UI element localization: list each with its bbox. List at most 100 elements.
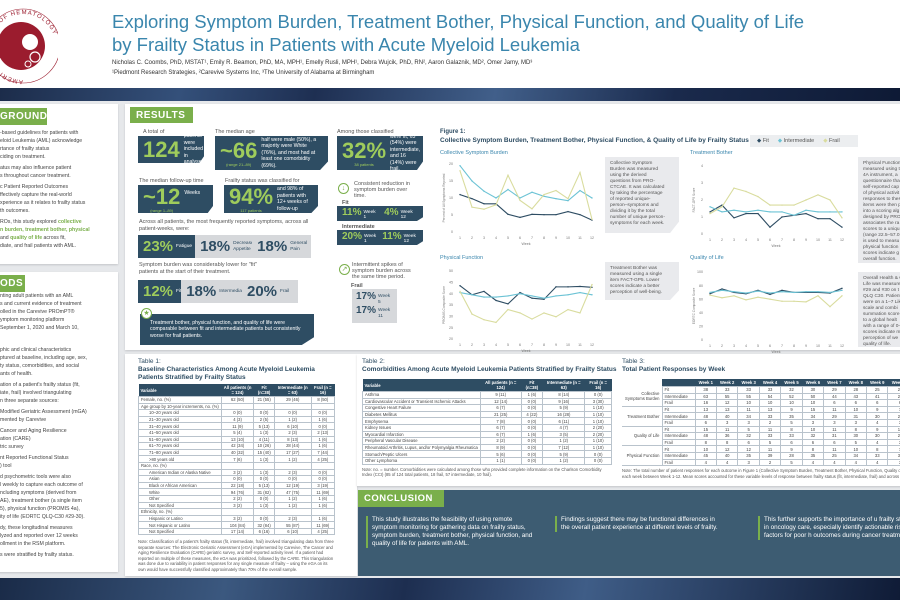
data-point-fit bbox=[781, 289, 783, 292]
table-row: Collective Symptoms Burden Fit 38 33 33 33 32 3… bbox=[622, 386, 900, 407]
status-label: Fit bbox=[661, 405, 696, 414]
classified-label: Among those classified bbox=[337, 129, 394, 135]
burden-bar: 12% Fit 18% Intermediate 20% Frail bbox=[138, 280, 298, 303]
data-point-frail bbox=[471, 313, 473, 315]
data-point-intermediate bbox=[507, 295, 509, 297]
cell: 1 (6) bbox=[520, 391, 544, 399]
cell: 6 (11) bbox=[542, 417, 586, 425]
note-line: measured using t bbox=[863, 167, 900, 172]
classified-text: were fit, 63 (54%) were intermediate, an… bbox=[390, 133, 421, 172]
row-label: 31–40 years old bbox=[138, 422, 222, 430]
cell: 4 (25) bbox=[310, 455, 336, 463]
legend-item: ◆ Intermediate bbox=[777, 138, 815, 144]
cell: 8 (9) bbox=[479, 443, 522, 452]
row-label: 71–80 years old bbox=[138, 448, 222, 457]
cell: 4 bbox=[866, 418, 889, 427]
table-row: 51–60 years old 13 (10) 4 (11) 8 (13) 1 (6) bbox=[138, 435, 336, 444]
table1-title: Baseline Characteristics Among Acute Mye… bbox=[138, 366, 315, 381]
week-label: Week 12 bbox=[400, 209, 413, 221]
row-label: Asian bbox=[138, 475, 222, 483]
data-point-fit bbox=[591, 286, 593, 289]
cell: 5 (13) bbox=[253, 422, 275, 430]
cell: 35 bbox=[737, 451, 760, 460]
x-tick-label: 1 bbox=[709, 344, 711, 348]
data-point-intermediate bbox=[829, 211, 831, 213]
cell: 9 (16) bbox=[542, 397, 586, 406]
cell: 4 (7) bbox=[542, 423, 586, 432]
cell: 11 bbox=[823, 445, 846, 453]
data-point-fit bbox=[471, 197, 473, 200]
table-row: Female, no. (%) 62 (50) 21 (55) 29 (46) 8 (5… bbox=[138, 396, 336, 404]
table-row: Rheumatoid Arthritis, Lupus, and/or Poly… bbox=[362, 443, 612, 452]
note-line: Collective Symptom bbox=[610, 161, 653, 166]
cell: 31 bbox=[823, 432, 846, 440]
column-header: All patients (n = 124) bbox=[221, 384, 254, 397]
cell: 32 bbox=[780, 386, 803, 394]
text-line: AE), treatment bother (a single item bbox=[0, 498, 82, 504]
x-tick-label: 3 bbox=[483, 343, 485, 347]
cell: 8 (50) bbox=[310, 396, 336, 404]
cell: 32 (84) bbox=[253, 521, 275, 529]
blank-header bbox=[622, 379, 662, 387]
cell: 29 bbox=[823, 412, 846, 420]
data-point-intermediate bbox=[841, 289, 843, 292]
y-tick-label: 0 bbox=[701, 232, 703, 236]
note-line: of physical activit bbox=[863, 191, 900, 196]
status-label: Intermediate bbox=[661, 451, 696, 460]
note-line: responses to thes bbox=[863, 197, 900, 202]
table1-label: Table 1: bbox=[138, 358, 161, 365]
x-tick-label: 6 bbox=[519, 236, 521, 240]
cell: 9 bbox=[780, 405, 803, 414]
data-point-intermediate bbox=[709, 206, 711, 208]
data-point-frail bbox=[459, 170, 461, 172]
data-point-frail bbox=[757, 296, 759, 298]
cell: 33 bbox=[758, 412, 782, 420]
data-point-intermediate bbox=[567, 294, 569, 296]
age-card: ~66 (range 21–89) half were male (50%), a… bbox=[215, 136, 328, 170]
conclusion-point-1: This study illustrates the feasibility o… bbox=[366, 516, 536, 548]
data-point-fit bbox=[805, 212, 807, 215]
table-row: Asthma 9 (11) 1 (6) 8 (14) 0 (0) bbox=[362, 391, 612, 399]
column-header: Fit (n=38) bbox=[253, 384, 275, 397]
week-label: Week 1 bbox=[364, 233, 377, 245]
row-label: Race, no. (%) bbox=[138, 461, 222, 470]
text-paragraph: Cancer and Aging Resilience ation (CARE) t… bbox=[0, 427, 87, 451]
chart-symptom-burden: Percent of All Symptoms Reported05101520… bbox=[442, 162, 594, 246]
data-point-intermediate bbox=[757, 290, 759, 292]
x-tick-label: 7 bbox=[781, 238, 783, 242]
cell: 25 bbox=[866, 386, 889, 394]
data-point-frail bbox=[781, 300, 783, 302]
cell: 3 bbox=[887, 418, 900, 427]
stat-name: Fatigue bbox=[176, 243, 193, 249]
data-point-frail bbox=[721, 297, 723, 299]
note-line: to a global healt bbox=[863, 318, 897, 323]
column-header: Week 7 bbox=[823, 379, 846, 387]
cell: 3 bbox=[737, 458, 760, 467]
column-header: Week 6 bbox=[802, 379, 824, 387]
text-line: ity of life (EORTC QLQ-C30 #29-30). bbox=[0, 514, 85, 520]
text-line: lyzed and reported over 12 weeks bbox=[0, 533, 78, 539]
table-header-row: Week 1 Week 2 Week 3 Week 4 Week 5 Week 6 Week… bbox=[622, 379, 900, 387]
y-tick-label: 80 bbox=[699, 284, 703, 288]
data-point-fit bbox=[459, 285, 461, 287]
cell: 17 (27) bbox=[273, 448, 312, 457]
data-point-intermediate bbox=[555, 197, 557, 200]
cell: 33 bbox=[715, 386, 739, 394]
takeaway-card: Treatment bother, physical function, and… bbox=[140, 314, 314, 345]
row-label: Congestive Heart Failure bbox=[362, 404, 481, 412]
cell: 16 bbox=[694, 399, 717, 407]
total-value: 124 bbox=[143, 136, 180, 162]
text-line: -based guidelines for patients with bbox=[0, 130, 79, 136]
cell: 5 bbox=[737, 425, 760, 434]
data-point-fit bbox=[531, 297, 533, 299]
figure-title: Collective Symptom Burden, Treatment Bot… bbox=[440, 137, 749, 144]
note-line: Physical Function bbox=[863, 161, 900, 166]
text-line: olled in the Carevive PROmPT® bbox=[0, 309, 75, 315]
status-label: Frail bbox=[661, 458, 696, 467]
cell: 4 (25) bbox=[310, 527, 336, 536]
x-tick-label: 12 bbox=[590, 236, 594, 240]
text-line: th outcomes. bbox=[0, 208, 30, 214]
cell: 31 bbox=[844, 412, 868, 420]
cell: 7 (12) bbox=[542, 443, 586, 452]
cell: 1 (10) bbox=[584, 437, 612, 445]
